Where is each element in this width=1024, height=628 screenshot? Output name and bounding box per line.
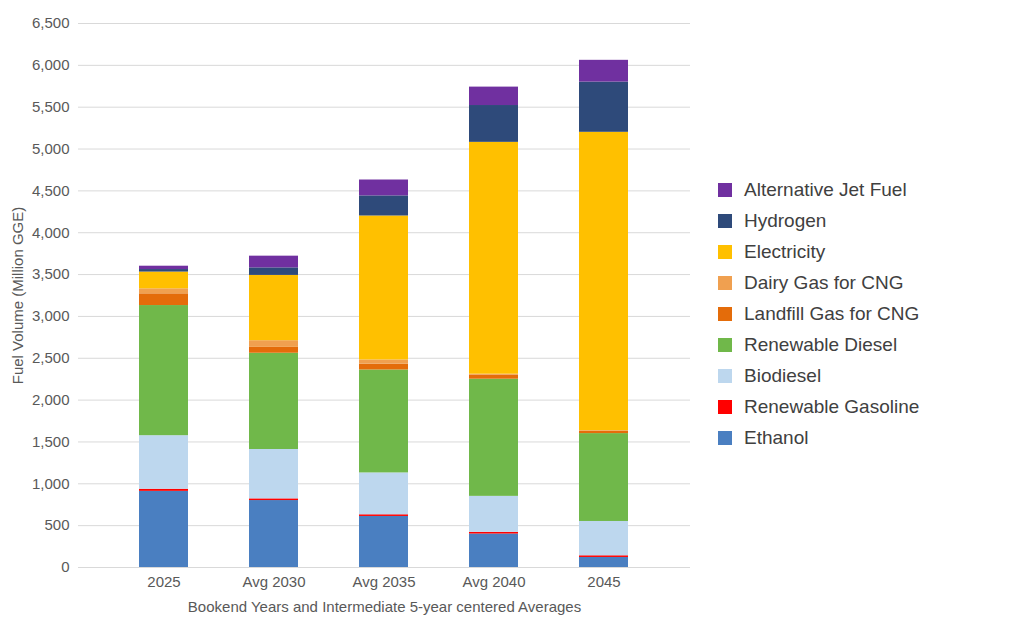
html-text:Alternative Jet Fuel: Alternative Jet Fuel (744, 179, 907, 200)
svg-text:4,000: 4,000 (32, 224, 70, 241)
svg-text:2045: 2045 (587, 573, 620, 590)
html-text:Electricity: Electricity (744, 241, 826, 262)
svg-text:500: 500 (44, 516, 69, 533)
html-text:Renewable Gasoline: Renewable Gasoline (744, 396, 920, 417)
svg-text:Avg 2035: Avg 2035 (352, 573, 415, 590)
html-text:Renewable Diesel: Renewable Diesel (744, 334, 898, 355)
svg-text:1,500: 1,500 (32, 433, 70, 450)
html-text:Dairy Gas for CNG: Dairy Gas for CNG (744, 272, 904, 293)
svg-text:6,000: 6,000 (32, 56, 70, 73)
svg-text:2,500: 2,500 (32, 349, 70, 366)
svg-text:5,500: 5,500 (32, 98, 70, 115)
svg-text:1,000: 1,000 (32, 475, 70, 492)
svg-text:3,000: 3,000 (32, 307, 70, 324)
svg-text:2025: 2025 (147, 573, 180, 590)
svg-text:Avg 2030: Avg 2030 (242, 573, 305, 590)
html-text:Landfill Gas for CNG: Landfill Gas for CNG (744, 303, 920, 324)
svg-text:5,000: 5,000 (32, 140, 70, 157)
svg-text:4,500: 4,500 (32, 182, 70, 199)
svg-text:2,000: 2,000 (32, 391, 70, 408)
html-text:Hydrogen: Hydrogen (744, 210, 827, 231)
svg-text:0: 0 (61, 558, 69, 575)
html-text:Biodiesel: Biodiesel (744, 365, 822, 386)
svg-text:Avg 2040: Avg 2040 (462, 573, 525, 590)
svg-text:Fuel Volume (Million GGE): Fuel Volume (Million GGE) (9, 207, 26, 385)
svg-text:Bookend Years and Intermediate: Bookend Years and Intermediate 5-year ce… (188, 598, 581, 615)
svg-text:3,500: 3,500 (32, 265, 70, 282)
svg-text:6,500: 6,500 (32, 14, 70, 31)
html-text:Ethanol: Ethanol (744, 427, 809, 448)
